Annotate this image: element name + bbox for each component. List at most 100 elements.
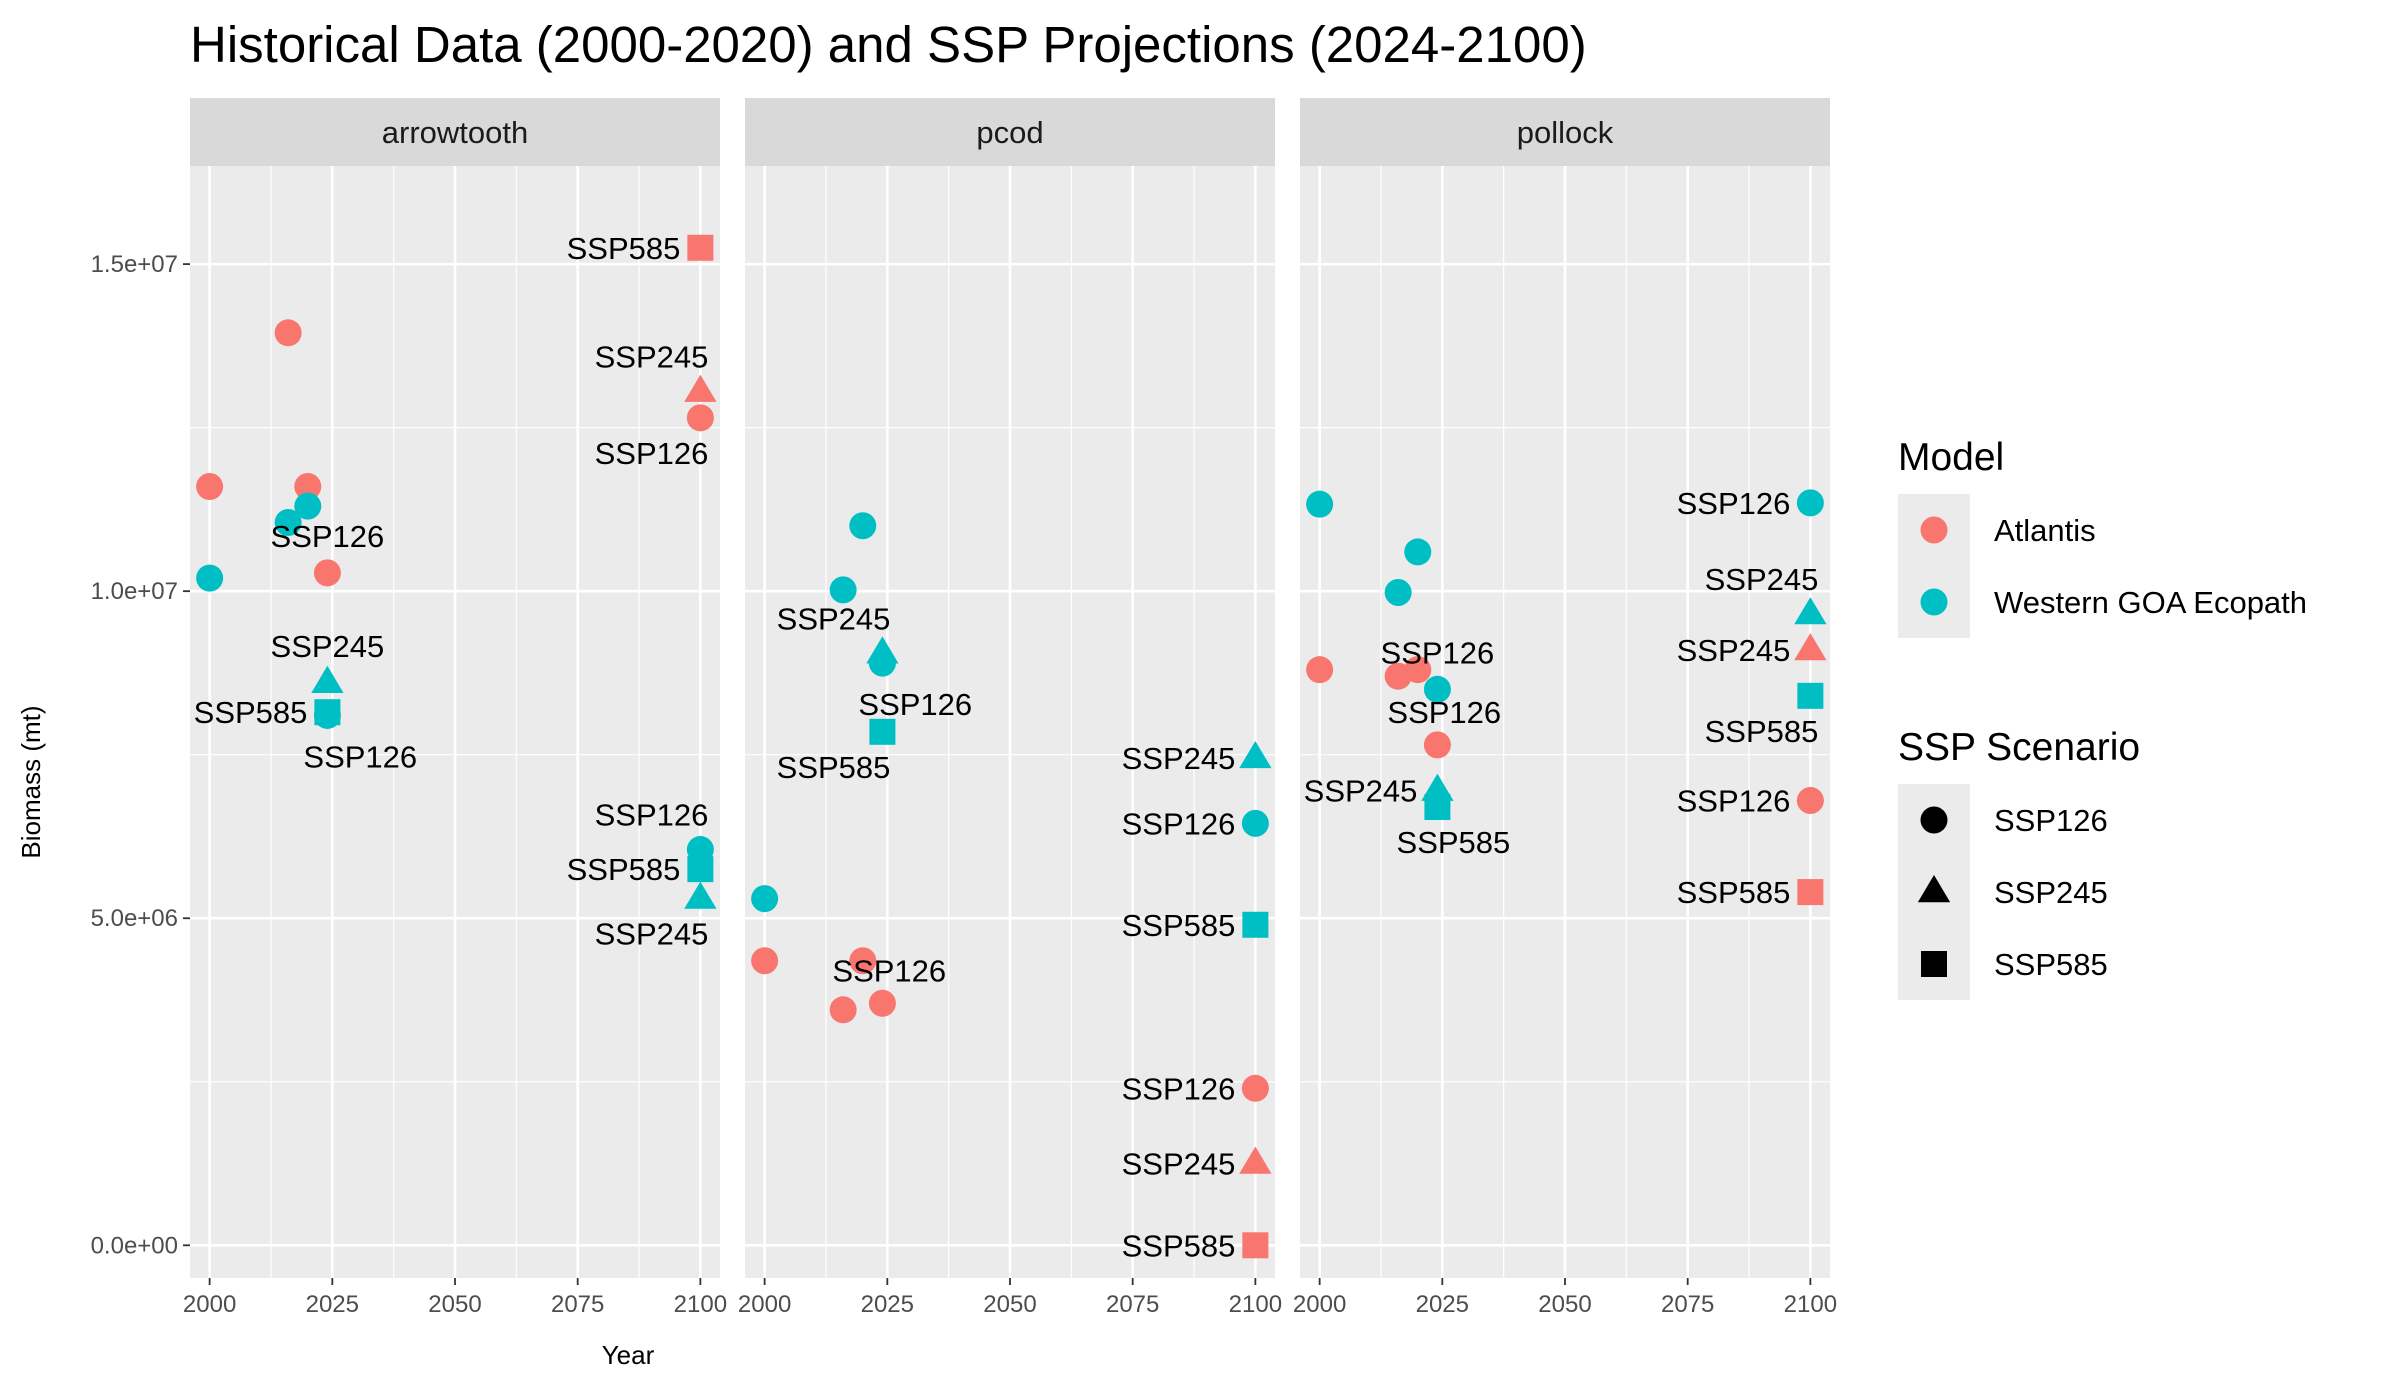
x-tick-label: 2075 <box>551 1291 604 1318</box>
point-label: SSP245 <box>777 601 891 636</box>
data-point <box>1241 1074 1269 1102</box>
point-label: SSP126 <box>1387 695 1501 730</box>
x-tick-label: 2000 <box>183 1291 236 1318</box>
x-tick-label: 2025 <box>1416 1291 1469 1318</box>
data-point <box>1239 1146 1272 1174</box>
data-point <box>1242 911 1269 938</box>
data-point <box>1241 809 1269 837</box>
y-tick-label: 1.5e+07 <box>91 251 178 278</box>
data-point <box>686 404 714 432</box>
data-point <box>196 473 224 501</box>
data-point <box>687 856 714 883</box>
x-tick-label: 2000 <box>1293 1291 1346 1318</box>
y-axis: 0.0e+00 5.0e+06 1.0e+07 1.5e+07 <box>91 251 190 1259</box>
data-point <box>1797 682 1824 709</box>
legend-label: SSP585 <box>1994 947 2108 982</box>
y-tick-label: 5.0e+06 <box>91 905 178 932</box>
facet-strip <box>190 98 720 166</box>
point-label: SSP245 <box>271 629 385 664</box>
data-point <box>868 649 896 677</box>
legend-label: Western GOA Ecopath <box>1994 585 2307 620</box>
point-label: SSP585 <box>777 750 891 785</box>
point-label: SSP126 <box>832 953 946 988</box>
point-label: SSP585 <box>1397 825 1511 860</box>
x-tick-label: 2025 <box>306 1291 359 1318</box>
data-point <box>1794 597 1827 625</box>
point-label: SSP585 <box>567 852 681 887</box>
data-point <box>1424 794 1451 821</box>
data-point <box>1239 740 1272 769</box>
x-tick-label: 2075 <box>1106 1291 1159 1318</box>
facet-panel-arrowtooth: arrowtooth 2000 2025 2050 2075 2100 SSP126 SSP2… <box>183 98 727 1318</box>
data-point <box>687 234 714 261</box>
data-point <box>849 512 877 540</box>
y-tick-label: 0.0e+00 <box>91 1232 178 1259</box>
point-label: SSP585 <box>1705 714 1819 749</box>
data-point <box>1306 490 1334 518</box>
point-label: SSP126 <box>595 436 709 471</box>
facet-panel-pcod: pcod 2000 2025 2050 2075 2100 SSP245 SSP126 SSP5… <box>738 98 1282 1318</box>
data-point <box>684 374 717 402</box>
data-point <box>751 885 779 913</box>
point-label: SSP126 <box>1677 783 1791 818</box>
x-tick-label: 2075 <box>1661 1291 1714 1318</box>
x-axis-title: Year <box>602 1340 655 1370</box>
data-point <box>1423 675 1451 703</box>
data-point <box>314 699 341 726</box>
point-label: SSP245 <box>595 340 709 375</box>
data-point <box>1423 731 1451 759</box>
point-label: SSP126 <box>1122 806 1236 841</box>
data-point <box>829 996 857 1024</box>
data-point <box>684 881 717 909</box>
point-label: SSP245 <box>1122 741 1236 776</box>
facet-strip <box>745 98 1275 166</box>
legend-label: SSP126 <box>1994 803 2108 838</box>
point-label: SSP126 <box>303 739 417 774</box>
point-label: SSP245 <box>1705 562 1819 597</box>
legend-symbol <box>1920 516 1948 544</box>
point-label: SSP126 <box>1381 635 1495 670</box>
point-label: SSP585 <box>567 231 681 266</box>
data-point <box>311 665 344 693</box>
data-point <box>1796 489 1824 517</box>
data-point <box>1306 656 1334 684</box>
facet-panels: arrowtooth 2000 2025 2050 2075 2100 SSP126 SSP2… <box>183 98 1837 1318</box>
data-point <box>1242 1232 1269 1259</box>
point-label: SSP126 <box>595 798 709 833</box>
legend: Model Atlantis Western GOA Ecopath SSP Scen… <box>1898 436 2307 1000</box>
data-point <box>869 718 896 745</box>
data-point <box>313 559 341 587</box>
data-point <box>196 564 224 592</box>
legend-scenario: SSP Scenario SSP126 SSP245 SSP585 <box>1898 726 2140 1000</box>
data-point <box>868 989 896 1017</box>
point-label: SSP245 <box>595 917 709 952</box>
data-point <box>1404 538 1432 566</box>
legend-symbol <box>1920 588 1948 616</box>
point-label: SSP585 <box>194 695 308 730</box>
data-point <box>1794 633 1827 661</box>
legend-model: Model Atlantis Western GOA Ecopath <box>1898 436 2307 638</box>
point-label: SSP245 <box>1122 1147 1236 1182</box>
data-point <box>1796 786 1824 814</box>
facet-panel-pollock: pollock 2000 2025 2050 2075 2100 SSP126 SSP126 S… <box>1293 98 1837 1318</box>
legend-symbol <box>1920 806 1948 834</box>
data-point <box>1404 656 1432 684</box>
data-point <box>274 319 302 347</box>
facet-strip <box>1300 98 1830 166</box>
point-label: SSP126 <box>1122 1071 1236 1106</box>
data-point <box>1384 578 1412 606</box>
legend-label: Atlantis <box>1994 513 2096 548</box>
legend-title: SSP Scenario <box>1898 726 2140 769</box>
point-label: SSP126 <box>858 687 972 722</box>
y-tick-label: 1.0e+07 <box>91 578 178 605</box>
data-point <box>1797 879 1824 906</box>
data-point <box>751 947 779 975</box>
x-tick-label: 2100 <box>1229 1291 1282 1318</box>
data-point <box>294 473 322 501</box>
facet-strip-label: pollock <box>1517 115 1614 150</box>
point-label: SSP585 <box>1122 908 1236 943</box>
point-label: SSP585 <box>1122 1228 1236 1263</box>
x-tick-label: 2050 <box>428 1291 481 1318</box>
point-label: SSP126 <box>271 519 385 554</box>
x-tick-label: 2100 <box>1784 1291 1837 1318</box>
